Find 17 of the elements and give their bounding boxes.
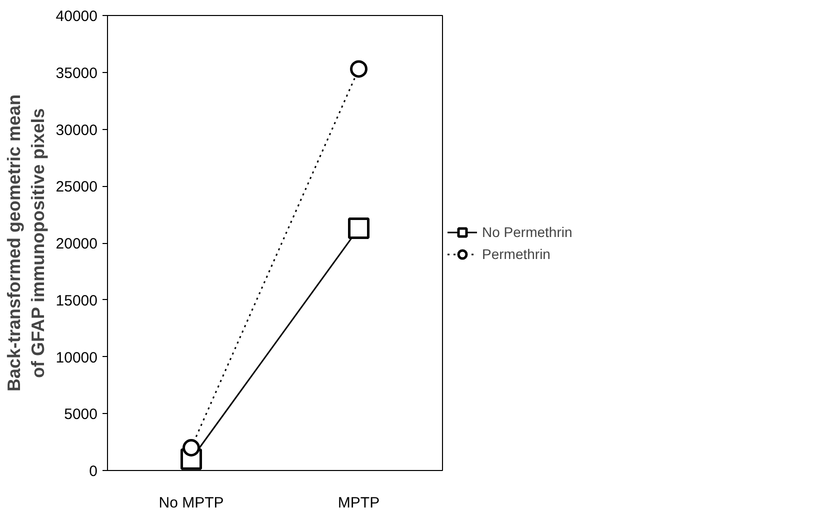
y-tick-label: 20000 <box>56 236 98 252</box>
y-tick-label: 30000 <box>56 122 98 139</box>
y-tick-label: 40000 <box>56 8 98 25</box>
y-tick-label: 25000 <box>56 178 98 196</box>
x-tick-label: MPTP <box>338 494 380 512</box>
x-tick-label: No MPTP <box>158 494 224 512</box>
y-tick-label: 0 <box>89 463 98 480</box>
legend-label: Permethrin <box>482 246 550 262</box>
point <box>348 217 370 239</box>
point <box>350 60 368 78</box>
point <box>182 439 200 456</box>
y-axis-title: Back-transformed geometric mean of GFAP immunopositive pixels <box>4 94 48 392</box>
y-tick-label: 10000 <box>56 349 98 366</box>
y-tick-label: 5000 <box>64 406 98 424</box>
y-tick-label: 15000 <box>56 292 98 310</box>
y-tick-label: 35000 <box>56 64 98 82</box>
legend-label: No Permethrin <box>482 224 572 240</box>
